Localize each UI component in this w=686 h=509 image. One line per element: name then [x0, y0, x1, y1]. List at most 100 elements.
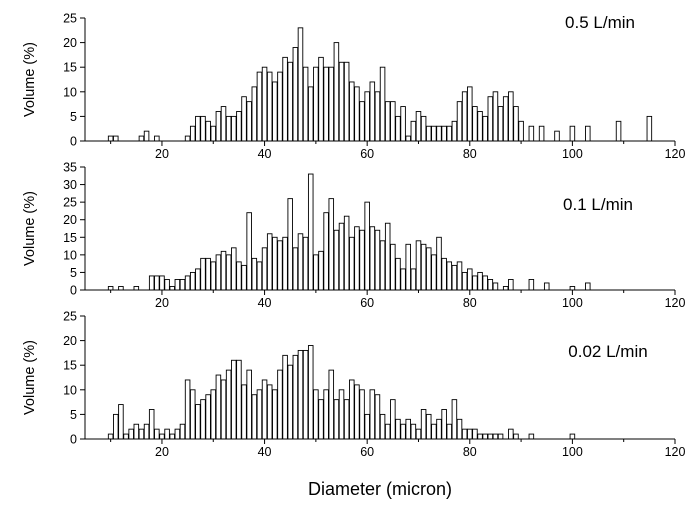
- histogram-bar: [508, 91, 514, 142]
- histogram-bar: [554, 130, 560, 142]
- histogram-bar: [384, 423, 391, 440]
- histogram-bar: [256, 71, 263, 142]
- panel-flow-label: 0.1 L/min: [563, 195, 633, 214]
- histogram-bar: [215, 254, 222, 291]
- histogram-bar: [184, 275, 191, 291]
- histogram-bar: [261, 66, 268, 142]
- histogram-bar: [179, 423, 186, 440]
- histogram-bar: [441, 125, 447, 142]
- panel-2: 0 5 10 15 20 25 30 35 20 40 60 80 100 120 Volume (%) 0.…: [22, 161, 685, 311]
- histogram-bar: [425, 125, 432, 142]
- histogram-bar: [415, 240, 422, 291]
- histogram-bar: [425, 247, 432, 291]
- histogram-bar: [328, 369, 335, 440]
- x-tick-label: 20: [155, 445, 169, 459]
- histogram-bar: [272, 81, 278, 142]
- histogram-bar: [225, 254, 232, 291]
- y-tick-label: 25: [63, 196, 77, 210]
- histogram-bar: [472, 428, 478, 440]
- histogram-bar: [482, 433, 488, 440]
- histogram-bar: [436, 418, 442, 440]
- histogram-bar: [313, 254, 319, 291]
- histogram-bar: [615, 120, 622, 142]
- histogram-bar: [508, 428, 514, 440]
- histogram-bar: [282, 354, 288, 440]
- histogram-bar: [333, 42, 340, 142]
- x-axis-title: Diameter (micron): [308, 479, 452, 499]
- histogram-bar: [200, 399, 206, 440]
- histogram-bar: [451, 120, 458, 142]
- y-tick-label: 0: [70, 433, 77, 447]
- histogram-bar: [528, 125, 535, 142]
- histogram-bar: [338, 389, 345, 440]
- histogram-bar: [302, 66, 309, 142]
- histogram-bar: [487, 433, 494, 440]
- histogram-bar: [138, 428, 145, 440]
- histogram-bar: [287, 364, 293, 440]
- histogram-bar: [390, 101, 396, 142]
- histogram-bar: [410, 120, 417, 142]
- histogram-bar: [354, 384, 360, 440]
- histogram-bar: [497, 106, 504, 142]
- y-tick-label: 5: [70, 110, 77, 124]
- histogram-bar: [118, 286, 124, 291]
- histogram-bar: [246, 369, 252, 440]
- histogram-bar: [220, 106, 227, 142]
- histogram-bar: [410, 268, 417, 291]
- histogram-bar: [333, 399, 340, 440]
- histogram-bar: [492, 282, 499, 291]
- histogram-bar: [487, 96, 494, 142]
- histogram-bar: [343, 215, 350, 291]
- histogram-bar: [420, 409, 427, 440]
- histogram-bar: [184, 379, 191, 440]
- x-tick-label: 80: [463, 445, 477, 459]
- histogram-bar: [538, 125, 545, 142]
- histogram-bar: [415, 111, 422, 142]
- histogram-bar: [461, 271, 468, 291]
- histogram-bar: [200, 257, 206, 291]
- histogram-bar: [384, 222, 391, 291]
- histogram-bar: [307, 173, 314, 291]
- y-tick-label: 25: [63, 12, 77, 26]
- histogram-bar: [405, 243, 411, 291]
- histogram-bar: [528, 433, 535, 440]
- histogram-bar: [456, 101, 463, 142]
- histogram-bar: [446, 423, 453, 440]
- histogram-bar: [384, 101, 391, 142]
- histogram-bar: [585, 125, 591, 142]
- histogram-bar: [364, 413, 370, 440]
- x-tick-label: 60: [360, 445, 374, 459]
- x-tick-label: 100: [562, 296, 583, 310]
- histogram-bar: [400, 268, 406, 291]
- histogram-bar: [569, 286, 576, 291]
- histogram-bar: [210, 125, 217, 142]
- histogram-bar: [359, 101, 365, 142]
- y-tick-label: 35: [63, 161, 77, 175]
- histogram-bar: [477, 111, 483, 142]
- y-tick-label: 15: [63, 61, 77, 75]
- histogram-bar: [302, 236, 309, 291]
- histogram-bar: [272, 236, 278, 291]
- histogram-bar: [297, 27, 304, 142]
- histogram-bar: [502, 286, 509, 291]
- histogram-bar: [205, 120, 211, 142]
- histogram-bar: [154, 428, 160, 440]
- histogram-bar: [261, 379, 268, 440]
- histogram-bar: [241, 96, 247, 142]
- histogram-bar: [369, 226, 376, 291]
- histogram-bar: [369, 389, 376, 440]
- histogram-bar: [318, 399, 324, 440]
- histogram-bar: [359, 229, 365, 291]
- histogram-bar: [174, 428, 181, 440]
- histogram-bar: [569, 433, 576, 440]
- histogram-bar: [241, 264, 247, 291]
- histogram-bar: [205, 257, 211, 291]
- histogram-bar: [154, 135, 160, 142]
- histogram-bar: [282, 56, 288, 142]
- x-tick-label: 100: [562, 445, 583, 459]
- histogram-bar: [138, 135, 145, 142]
- histogram-bar: [297, 349, 304, 440]
- histogram-bar: [323, 389, 329, 440]
- y-tick-label: 15: [63, 359, 77, 373]
- histogram-bar: [400, 106, 406, 142]
